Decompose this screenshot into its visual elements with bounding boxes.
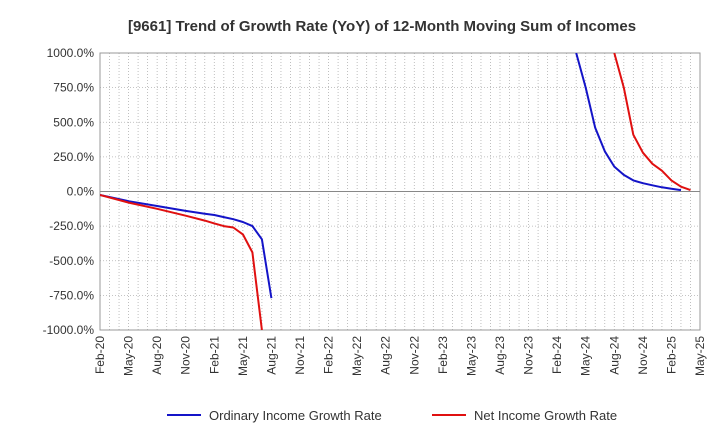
x-tick-label: Feb-24	[550, 336, 564, 374]
x-tick-label: May-21	[236, 336, 250, 376]
x-tick-label: Aug-21	[264, 336, 278, 375]
series-line-2	[613, 53, 691, 192]
x-tick-label: May-22	[350, 336, 364, 376]
x-tick-label: Aug-23	[493, 336, 507, 375]
y-tick-label: 500.0%	[53, 115, 94, 129]
x-tick-label: Nov-24	[636, 336, 650, 375]
y-tick-label: 0.0%	[67, 185, 95, 199]
series-line-2	[100, 194, 263, 330]
x-tick-label: Feb-20	[93, 336, 107, 374]
x-tick-labels: Feb-20 May-20 Aug-20 Nov-20 Feb-21 May-21 Aug-…	[93, 336, 707, 376]
x-tick-label: May-20	[122, 336, 136, 376]
y-tick-label: 250.0%	[53, 150, 94, 164]
legend-label-1: Ordinary Income Growth Rate	[209, 408, 382, 423]
y-tick-label: 1000.0%	[47, 46, 95, 60]
x-tick-label: Nov-21	[293, 336, 307, 375]
y-tick-label: 750.0%	[53, 81, 94, 95]
x-tick-label: Feb-23	[436, 336, 450, 374]
y-tick-label: -1000.0%	[43, 323, 95, 337]
series-line-1	[100, 194, 273, 299]
x-tick-label: Feb-25	[664, 336, 678, 374]
series-line-1	[575, 53, 682, 192]
x-tick-label: Aug-22	[379, 336, 393, 375]
x-tick-label: Nov-20	[179, 336, 193, 375]
x-tick-label: Aug-20	[150, 336, 164, 375]
y-tick-labels: 1000.0% 750.0% 500.0% 250.0% 0.0% -250.0% -500…	[43, 46, 95, 337]
x-tick-label: May-25	[693, 336, 707, 376]
legend: Ordinary Income Growth Rate Net Income Gr…	[167, 408, 617, 423]
x-tick-label: Feb-22	[322, 336, 336, 374]
x-tick-label: Feb-21	[207, 336, 221, 374]
y-tick-label: -500.0%	[49, 254, 94, 268]
series-lines	[100, 53, 691, 330]
legend-label-2: Net Income Growth Rate	[474, 408, 617, 423]
x-tick-label: Aug-24	[607, 336, 621, 375]
x-tick-label: May-24	[579, 336, 593, 376]
axes	[99, 52, 701, 331]
x-tick-label: May-23	[464, 336, 478, 376]
y-tick-label: -250.0%	[49, 219, 94, 233]
x-tick-label: Nov-22	[407, 336, 421, 375]
x-tick-label: Nov-23	[522, 336, 536, 375]
y-tick-label: -750.0%	[49, 288, 94, 302]
chart-title: [9661] Trend of Growth Rate (YoY) of 12-…	[128, 18, 636, 35]
